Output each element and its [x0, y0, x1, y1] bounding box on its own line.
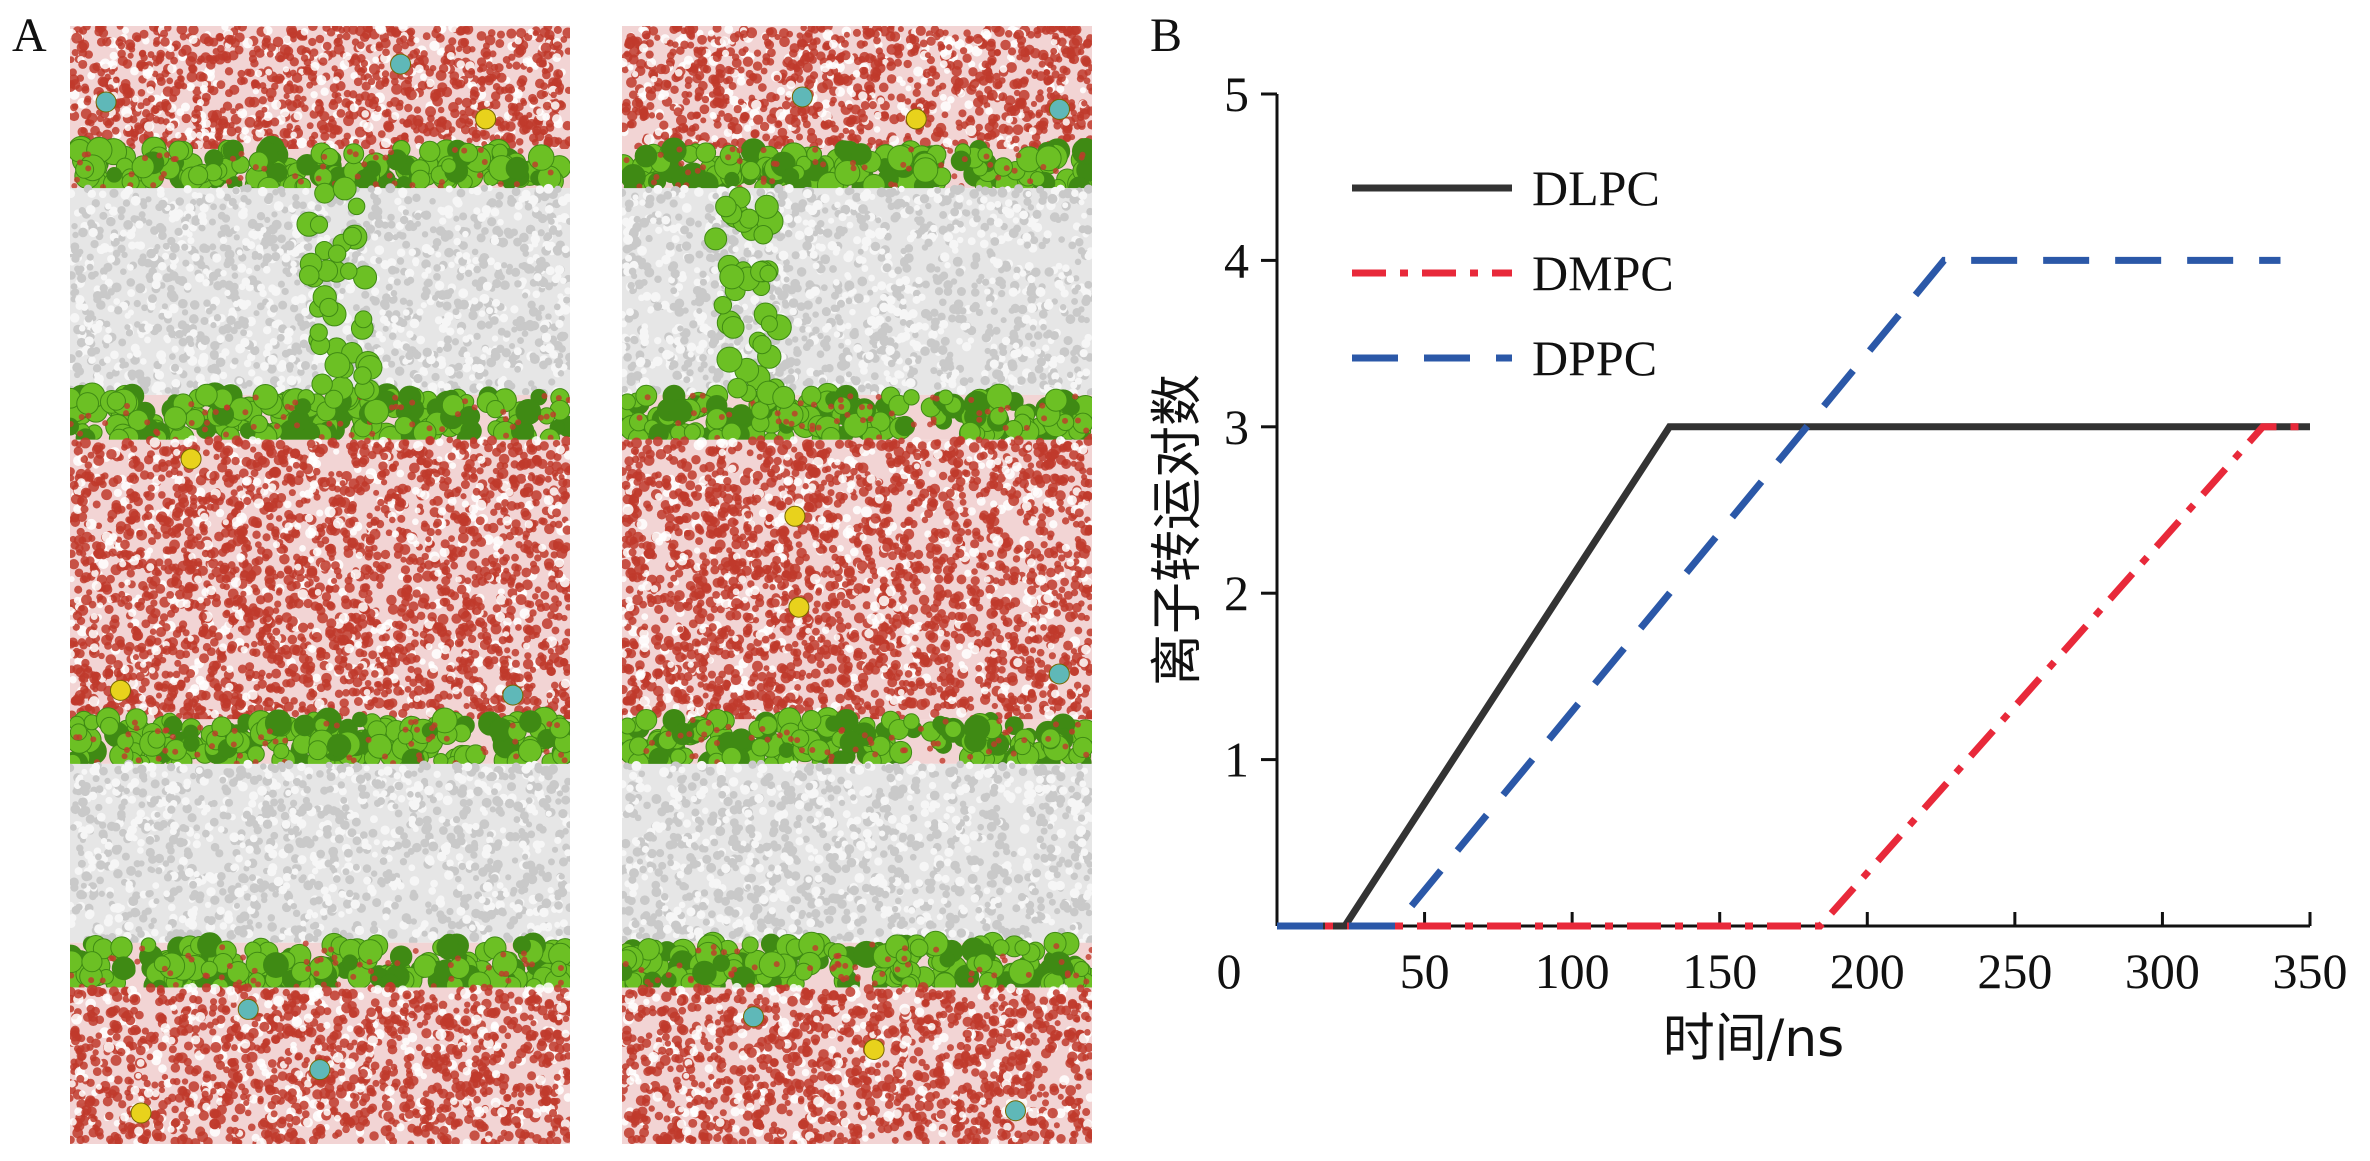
series-line-dmpc	[1277, 423, 2310, 930]
y-tick-label: 1	[1224, 732, 1249, 788]
chart-series	[1277, 256, 2310, 930]
panel-label-a: A	[12, 9, 47, 62]
chart-legend: DLPC DMPC DPPC	[1352, 160, 1674, 386]
x-tick-label: 150	[1682, 943, 1757, 999]
x-tick-label: 250	[1977, 943, 2052, 999]
y-tick-label: 3	[1224, 399, 1249, 455]
y-tick-label: 4	[1224, 232, 1249, 288]
y-tick-label: 2	[1224, 565, 1249, 621]
y-axis-title: 离子转运对数	[1148, 374, 1208, 686]
x-tick-label: 300	[2125, 943, 2200, 999]
y-tick-label: 5	[1224, 66, 1249, 122]
x-tick-label: 50	[1400, 943, 1450, 999]
x-tick-label: 0	[1217, 943, 1242, 999]
ion-transport-chart: 0 50 100 150 200 250 300 350 1 2 3 4 5 时间/ns 离子转运对数 DL…	[1148, 66, 2348, 1069]
x-tick-label: 200	[1830, 943, 1905, 999]
snapshot-texture	[622, 26, 1092, 1144]
x-tick-label: 350	[2273, 943, 2348, 999]
series-line-dlpc	[1277, 423, 2310, 930]
panel-label-b: B	[1150, 9, 1183, 62]
legend-label-dppc: DPPC	[1532, 330, 1657, 386]
x-tick-label: 100	[1535, 943, 1610, 999]
snapshot-right-image	[622, 26, 1092, 1144]
simulation-snapshot-right	[622, 26, 1092, 1144]
legend-label-dmpc: DMPC	[1532, 245, 1674, 301]
chart-axes: 0 50 100 150 200 250 300 350 1 2 3 4 5 时间/ns 离子转运对数	[1148, 66, 2348, 1069]
snapshot-texture	[70, 26, 570, 1144]
simulation-snapshot-left	[70, 26, 570, 1144]
snapshot-left-image	[70, 26, 570, 1144]
series-line-dppc	[1277, 256, 2281, 930]
x-axis-title: 时间/ns	[1663, 1009, 1845, 1069]
legend-label-dlpc: DLPC	[1532, 160, 1660, 216]
